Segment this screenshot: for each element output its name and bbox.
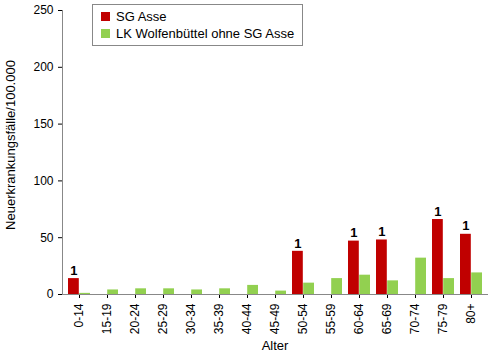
- svg-text:65-69: 65-69: [380, 303, 394, 334]
- svg-text:200: 200: [33, 60, 53, 74]
- svg-text:75-79: 75-79: [436, 303, 450, 334]
- svg-text:15-19: 15-19: [100, 303, 114, 334]
- svg-text:250: 250: [33, 3, 53, 17]
- svg-text:25-29: 25-29: [156, 303, 170, 334]
- svg-text:1: 1: [378, 224, 385, 239]
- svg-text:1: 1: [294, 235, 301, 250]
- svg-text:0: 0: [47, 287, 54, 301]
- html-text:SG Asse: SG Asse: [116, 9, 167, 24]
- svg-text:150: 150: [33, 117, 53, 131]
- html-text:Neuerkrankungsfälle/100.000: Neuerkrankungsfälle/100.000: [2, 60, 18, 230]
- svg-text:35-39: 35-39: [212, 303, 226, 334]
- svg-text:20-24: 20-24: [128, 303, 142, 334]
- svg-text:1: 1: [434, 204, 441, 219]
- html-text:LK Wolfenbüttel ohne SG Asse: LK Wolfenbüttel ohne SG Asse: [116, 26, 295, 41]
- svg-text:30-34: 30-34: [184, 303, 198, 334]
- svg-text:55-59: 55-59: [324, 303, 338, 334]
- svg-text:45-49: 45-49: [268, 303, 282, 334]
- svg-text:1: 1: [462, 218, 469, 233]
- svg-text:60-64: 60-64: [352, 303, 366, 334]
- svg-text:50-54: 50-54: [296, 303, 310, 334]
- svg-text:0-14: 0-14: [72, 303, 86, 327]
- svg-text:40-44: 40-44: [240, 303, 254, 334]
- svg-text:50: 50: [40, 231, 54, 245]
- svg-text:1: 1: [70, 263, 77, 278]
- svg-text:1: 1: [350, 225, 357, 240]
- svg-text:100: 100: [33, 174, 53, 188]
- html-text:Alter: Alter: [261, 338, 289, 353]
- svg-text:80+: 80+: [464, 304, 478, 324]
- svg-text:70-74: 70-74: [408, 303, 422, 334]
